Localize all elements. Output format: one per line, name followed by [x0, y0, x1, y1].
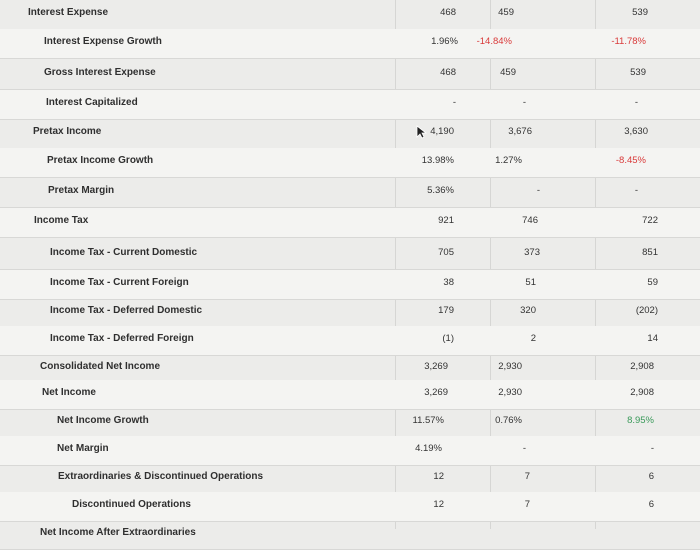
- cell-value: 705: [438, 247, 454, 258]
- row-label: Income Tax - Deferred Foreign: [50, 333, 194, 344]
- cell-value: 51: [525, 277, 536, 288]
- table-row: Income Tax - Deferred Domestic 179 320 (202…: [0, 298, 700, 328]
- cell-value: -: [522, 443, 526, 454]
- cell-value: 6: [648, 499, 654, 510]
- cell-value: 921: [438, 215, 454, 226]
- cell-value: -: [634, 185, 638, 196]
- cell-value: 59: [647, 277, 658, 288]
- cell-value: 2,930: [498, 387, 522, 398]
- table-row: Interest Expense 468 459 539: [0, 0, 700, 30]
- row-label: Interest Expense Growth: [44, 36, 162, 47]
- cell-value: (1): [442, 333, 454, 344]
- cell-value: -11.78%: [611, 36, 646, 47]
- row-label: Pretax Income Growth: [47, 155, 154, 166]
- cell-value: 459: [500, 67, 516, 78]
- table-row: Pretax Margin 5.36% - -: [0, 178, 700, 208]
- table-row: Net Income 3,269 2,930 2,908: [0, 380, 700, 410]
- row-label: Interest Expense: [28, 7, 109, 18]
- table-row: Net Margin 4.19% - -: [0, 436, 700, 466]
- cell-value: 3,630: [624, 126, 648, 137]
- cell-value: 2,930: [498, 361, 522, 372]
- table-row: Gross Interest Expense 468 459 539: [0, 60, 700, 90]
- cell-value: 38: [443, 277, 454, 288]
- cell-value: 468: [440, 7, 456, 18]
- column-divider: [395, 0, 396, 529]
- row-label: Pretax Margin: [48, 185, 115, 196]
- cell-value: -: [650, 443, 654, 454]
- cell-value: 373: [524, 247, 540, 258]
- cell-value: 3,676: [508, 126, 532, 137]
- row-label: Pretax Income: [33, 126, 102, 137]
- cell-value: 459: [498, 7, 514, 18]
- mouse-pointer-icon: [416, 125, 428, 139]
- row-label: Net Margin: [57, 443, 109, 454]
- table-row: Income Tax - Current Foreign 38 51 59: [0, 270, 700, 300]
- cell-value: 468: [440, 67, 456, 78]
- cell-value: 746: [522, 215, 538, 226]
- cell-value: -: [452, 97, 456, 108]
- cell-value: 539: [630, 67, 646, 78]
- cell-value: 0.76%: [495, 415, 522, 426]
- column-divider: [595, 0, 596, 529]
- table-row: Interest Capitalized - - -: [0, 90, 700, 120]
- cell-value: 5.36%: [427, 185, 454, 196]
- cell-value: -14.84%: [476, 36, 512, 47]
- table-row: Net Income After Extraordinaries: [0, 520, 700, 550]
- cell-value: 3,269: [424, 387, 448, 398]
- table-row: Extraordinaries & Discontinued Operation…: [0, 464, 700, 494]
- cell-value: 851: [642, 247, 658, 258]
- cell-value: 11.57%: [412, 415, 444, 426]
- cell-value: -: [536, 185, 540, 196]
- table-row: Interest Expense Growth 1.96% -14.84% -11.7…: [0, 29, 700, 59]
- cell-value: 3,269: [424, 361, 448, 372]
- row-label: Income Tax - Deferred Domestic: [50, 305, 203, 316]
- cell-value: -: [522, 97, 526, 108]
- cell-value: -: [634, 97, 638, 108]
- cell-value: 6: [648, 471, 654, 482]
- cell-value: 12: [433, 499, 444, 510]
- table-row: Pretax Income 4,190 3,676 3,630: [0, 119, 700, 149]
- table-row: Net Income Growth 11.57% 0.76% 8.95%: [0, 408, 700, 438]
- cell-value: 722: [642, 215, 658, 226]
- cell-value: 14: [647, 333, 658, 344]
- table-row: Income Tax - Current Domestic 705 373 851: [0, 240, 700, 270]
- row-label: Consolidated Net Income: [40, 361, 161, 372]
- row-label: Extraordinaries & Discontinued Operation…: [58, 471, 264, 482]
- table-row: Pretax Income Growth 13.98% 1.27% -8.45%: [0, 148, 700, 178]
- cell-value: 12: [433, 471, 444, 482]
- row-label: Net Income: [42, 387, 96, 398]
- table-row: Income Tax - Deferred Foreign (1) 2 14: [0, 326, 700, 356]
- cell-value: 2: [530, 333, 536, 344]
- row-label: Income Tax - Current Domestic: [50, 247, 198, 258]
- cell-value: 2,908: [630, 387, 654, 398]
- cell-value: 4.19%: [415, 443, 442, 454]
- row-label: Interest Capitalized: [46, 97, 138, 108]
- cell-value: 7: [524, 471, 530, 482]
- column-divider: [490, 0, 491, 529]
- row-label: Gross Interest Expense: [44, 67, 156, 78]
- cell-value: 1.96%: [431, 36, 458, 47]
- cell-value: (202): [635, 305, 658, 316]
- cell-value: 539: [632, 7, 648, 18]
- row-label: Income Tax - Current Foreign: [50, 277, 189, 288]
- cell-value: -8.45%: [615, 155, 646, 166]
- cell-value: 7: [524, 499, 530, 510]
- cell-value: 4,190: [430, 126, 454, 137]
- cell-value: 320: [520, 305, 536, 316]
- cell-value: 179: [438, 305, 454, 316]
- table-row: Income Tax 921 746 722: [0, 208, 700, 238]
- row-label: Income Tax: [34, 215, 89, 226]
- cell-value: 13.98%: [421, 155, 454, 166]
- row-label: Net Income Growth: [57, 415, 149, 426]
- cell-value: 1.27%: [495, 155, 522, 166]
- table-row: Discontinued Operations 12 7 6: [0, 492, 700, 522]
- row-label: Discontinued Operations: [72, 499, 191, 510]
- cell-value: 8.95%: [627, 415, 654, 426]
- cell-value: 2,908: [630, 361, 654, 372]
